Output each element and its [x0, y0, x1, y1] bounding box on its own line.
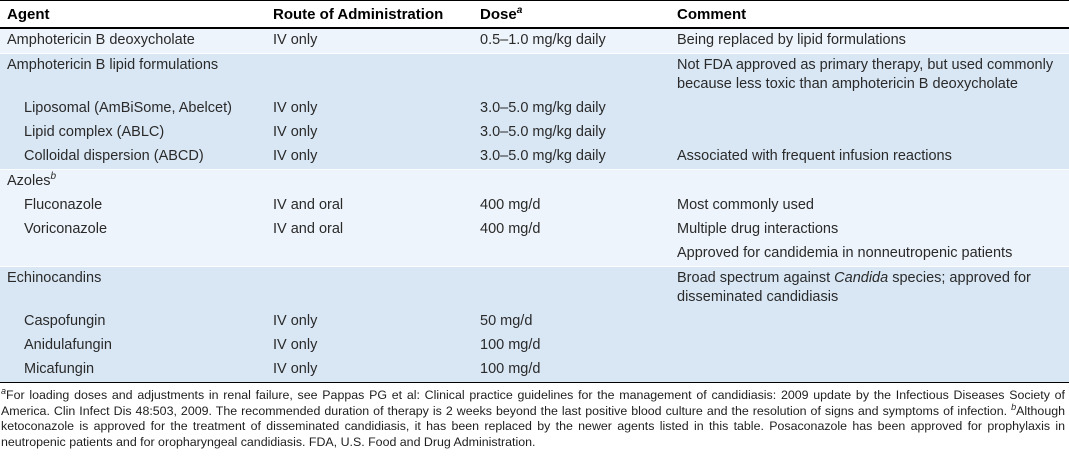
table-footnotes: aFor loading doses and adjustments in re…	[1, 385, 1065, 449]
comment-cell	[670, 358, 1069, 383]
table-header-row: Agent Route of Administration Dosea Comm…	[0, 0, 1069, 29]
route-cell: IV and oral	[266, 218, 473, 242]
comment-cell: Most commonly used	[670, 194, 1069, 218]
agent-cell: Echinocandins	[0, 266, 266, 310]
column-header-label: Dose	[480, 6, 517, 23]
dose-cell: 0.5–1.0 mg/kg daily	[473, 27, 670, 54]
route-cell: IV only	[266, 334, 473, 358]
dose-cell: 3.0–5.0 mg/kg daily	[473, 145, 670, 170]
table-row: Approved for candidemia in nonneutropeni…	[0, 242, 1069, 267]
route-cell	[266, 242, 473, 267]
comment-cell	[670, 334, 1069, 358]
column-header-dose: Dosea	[473, 0, 670, 29]
table-row: Liposomal (AmBiSome, Abelcet) IV only 3.0–…	[0, 97, 1069, 121]
table-row: Amphotericin B deoxycholate IV only 0.5–1.…	[0, 27, 1069, 54]
route-cell: IV only	[266, 145, 473, 170]
column-footnote-marker: a	[516, 5, 523, 16]
dose-cell: 400 mg/d	[473, 218, 670, 242]
agent-cell: Colloidal dispersion (ABCD)	[0, 145, 266, 170]
agent-cell: Amphotericin B lipid formulations	[0, 53, 266, 97]
route-cell: IV only	[266, 358, 473, 383]
route-cell: IV only	[266, 27, 473, 54]
dose-cell	[473, 53, 670, 97]
route-cell	[266, 53, 473, 97]
comment-cell	[670, 121, 1069, 145]
agent-cell: Liposomal (AmBiSome, Abelcet)	[0, 97, 266, 121]
agent-cell: Fluconazole	[0, 194, 266, 218]
agent-cell: Lipid complex (ABLC)	[0, 121, 266, 145]
column-header-route: Route of Administration	[266, 0, 473, 29]
antifungal-agents-table: Agent Route of Administration Dosea Comm…	[0, 0, 1069, 383]
column-header-label: Route of Administration	[273, 6, 444, 23]
comment-cell	[670, 169, 1069, 194]
table-row: Echinocandins Broad spectrum against Cand…	[0, 266, 1069, 310]
agent-cell: Micafungin	[0, 358, 266, 383]
dose-cell: 3.0–5.0 mg/kg daily	[473, 97, 670, 121]
agent-cell: Voriconazole	[0, 218, 266, 242]
dose-cell: 3.0–5.0 mg/kg daily	[473, 121, 670, 145]
comment-cell: Not FDA approved as primary therapy, but…	[670, 53, 1069, 97]
dose-cell	[473, 266, 670, 310]
dose-cell: 50 mg/d	[473, 310, 670, 334]
table-row: Voriconazole IV and oral 400 mg/d Multiple …	[0, 218, 1069, 242]
table-row: Caspofungin IV only 50 mg/d	[0, 310, 1069, 334]
column-header-label: Comment	[677, 6, 747, 23]
column-header-comment: Comment	[670, 0, 1069, 29]
comment-cell	[670, 97, 1069, 121]
route-cell: IV and oral	[266, 194, 473, 218]
table-row: Micafungin IV only 100 mg/d	[0, 358, 1069, 383]
comment-cell: Broad spectrum against Candida species; …	[670, 266, 1069, 310]
column-header-agent: Agent	[0, 0, 266, 29]
dose-cell: 100 mg/d	[473, 334, 670, 358]
dose-cell	[473, 242, 670, 267]
dose-cell: 400 mg/d	[473, 194, 670, 218]
comment-cell: Being replaced by lipid formulations	[670, 27, 1069, 54]
agent-cell: Anidulafungin	[0, 334, 266, 358]
route-cell: IV only	[266, 310, 473, 334]
agent-cell: Caspofungin	[0, 310, 266, 334]
comment-cell	[670, 310, 1069, 334]
table-row: Amphotericin B lipid formulations Not FDA…	[0, 53, 1069, 97]
route-cell: IV only	[266, 121, 473, 145]
table-row: Azolesb	[0, 169, 1069, 194]
table-row: Colloidal dispersion (ABCD) IV only 3.0–5.…	[0, 145, 1069, 170]
agent-cell: Amphotericin B deoxycholate	[0, 27, 266, 54]
dose-cell	[473, 169, 670, 194]
column-header-label: Agent	[7, 6, 50, 23]
table-body: Amphotericin B deoxycholate IV only 0.5–1.…	[0, 27, 1069, 383]
dose-cell: 100 mg/d	[473, 358, 670, 383]
comment-cell: Multiple drug interactions	[670, 218, 1069, 242]
route-cell	[266, 169, 473, 194]
route-cell: IV only	[266, 97, 473, 121]
table-row: Fluconazole IV and oral 400 mg/d Most commo…	[0, 194, 1069, 218]
table-row: Lipid complex (ABLC) IV only 3.0–5.0 mg/kg…	[0, 121, 1069, 145]
table-row: Anidulafungin IV only 100 mg/d	[0, 334, 1069, 358]
agent-cell	[0, 242, 266, 267]
route-cell	[266, 266, 473, 310]
comment-cell: Approved for candidemia in nonneutropeni…	[670, 242, 1069, 267]
agent-cell: Azolesb	[0, 169, 266, 194]
comment-cell: Associated with frequent infusion reacti…	[670, 145, 1069, 170]
